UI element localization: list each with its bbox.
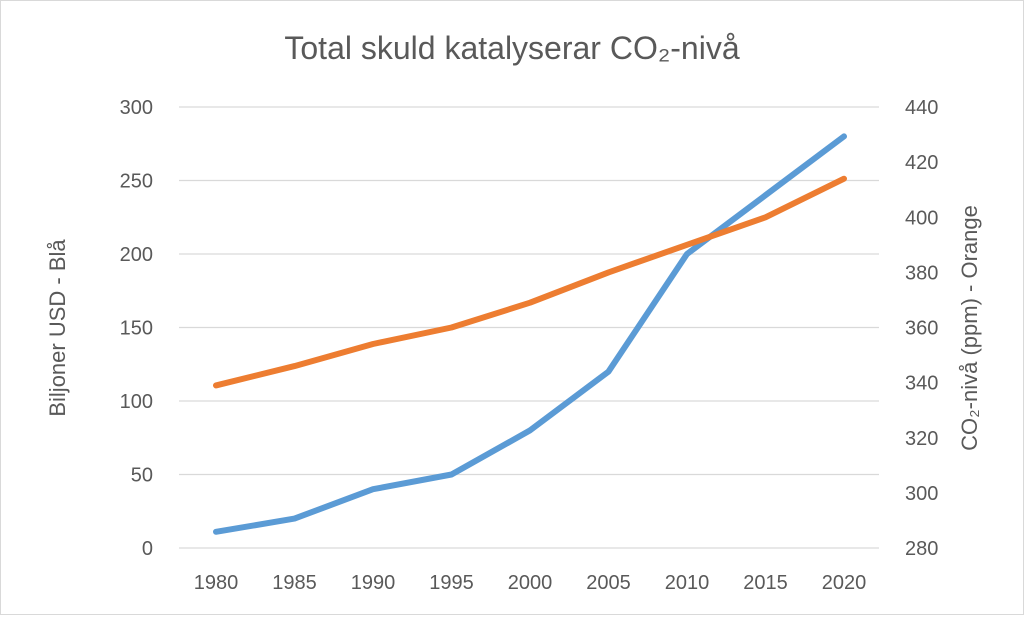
x-axis-ticks: 1980 1985 1990 1995 2000 2005 2010 2015 2020 (194, 572, 867, 594)
right-tick-label: 300 (905, 483, 938, 505)
left-tick-label: 200 (120, 244, 153, 266)
left-tick-label: 100 (120, 391, 153, 413)
left-tick-label: 150 (120, 318, 153, 340)
right-tick-label: 280 (905, 538, 938, 560)
left-tick-label: 250 (120, 171, 153, 193)
x-tick-label: 2015 (743, 572, 788, 594)
left-axis-ticks: 0 50 100 150 200 250 300 (120, 97, 153, 560)
x-tick-label: 1980 (194, 572, 239, 594)
series-lines (213, 133, 847, 535)
x-tick-label: 1990 (351, 572, 396, 594)
left-axis-title: Biljoner USD - Blå (45, 239, 70, 417)
right-tick-label: 400 (905, 207, 938, 229)
right-tick-label: 320 (905, 428, 938, 450)
series-line-debt (213, 133, 847, 535)
right-axis-title: CO₂-nivå (ppm) - Orange (957, 205, 982, 451)
left-tick-label: 0 (142, 538, 153, 560)
x-tick-label: 1995 (429, 572, 474, 594)
right-tick-label: 360 (905, 318, 938, 340)
x-tick-label: 2010 (665, 572, 710, 594)
x-tick-label: 1985 (272, 572, 317, 594)
right-tick-label: 420 (905, 152, 938, 174)
series-line-co2 (213, 175, 847, 389)
left-tick-label: 50 (131, 465, 153, 487)
left-tick-label: 300 (120, 97, 153, 119)
x-tick-label: 2000 (508, 572, 553, 594)
right-tick-label: 380 (905, 262, 938, 284)
x-tick-label: 2005 (586, 572, 631, 594)
chart-title: Total skuld katalyserar CO₂-nivå (284, 30, 739, 66)
gridlines (179, 106, 879, 549)
right-tick-label: 340 (905, 373, 938, 395)
x-tick-label: 2020 (822, 572, 867, 594)
right-tick-label: 440 (905, 97, 938, 119)
right-axis-ticks: 280 300 320 340 360 380 400 420 440 (905, 97, 938, 560)
